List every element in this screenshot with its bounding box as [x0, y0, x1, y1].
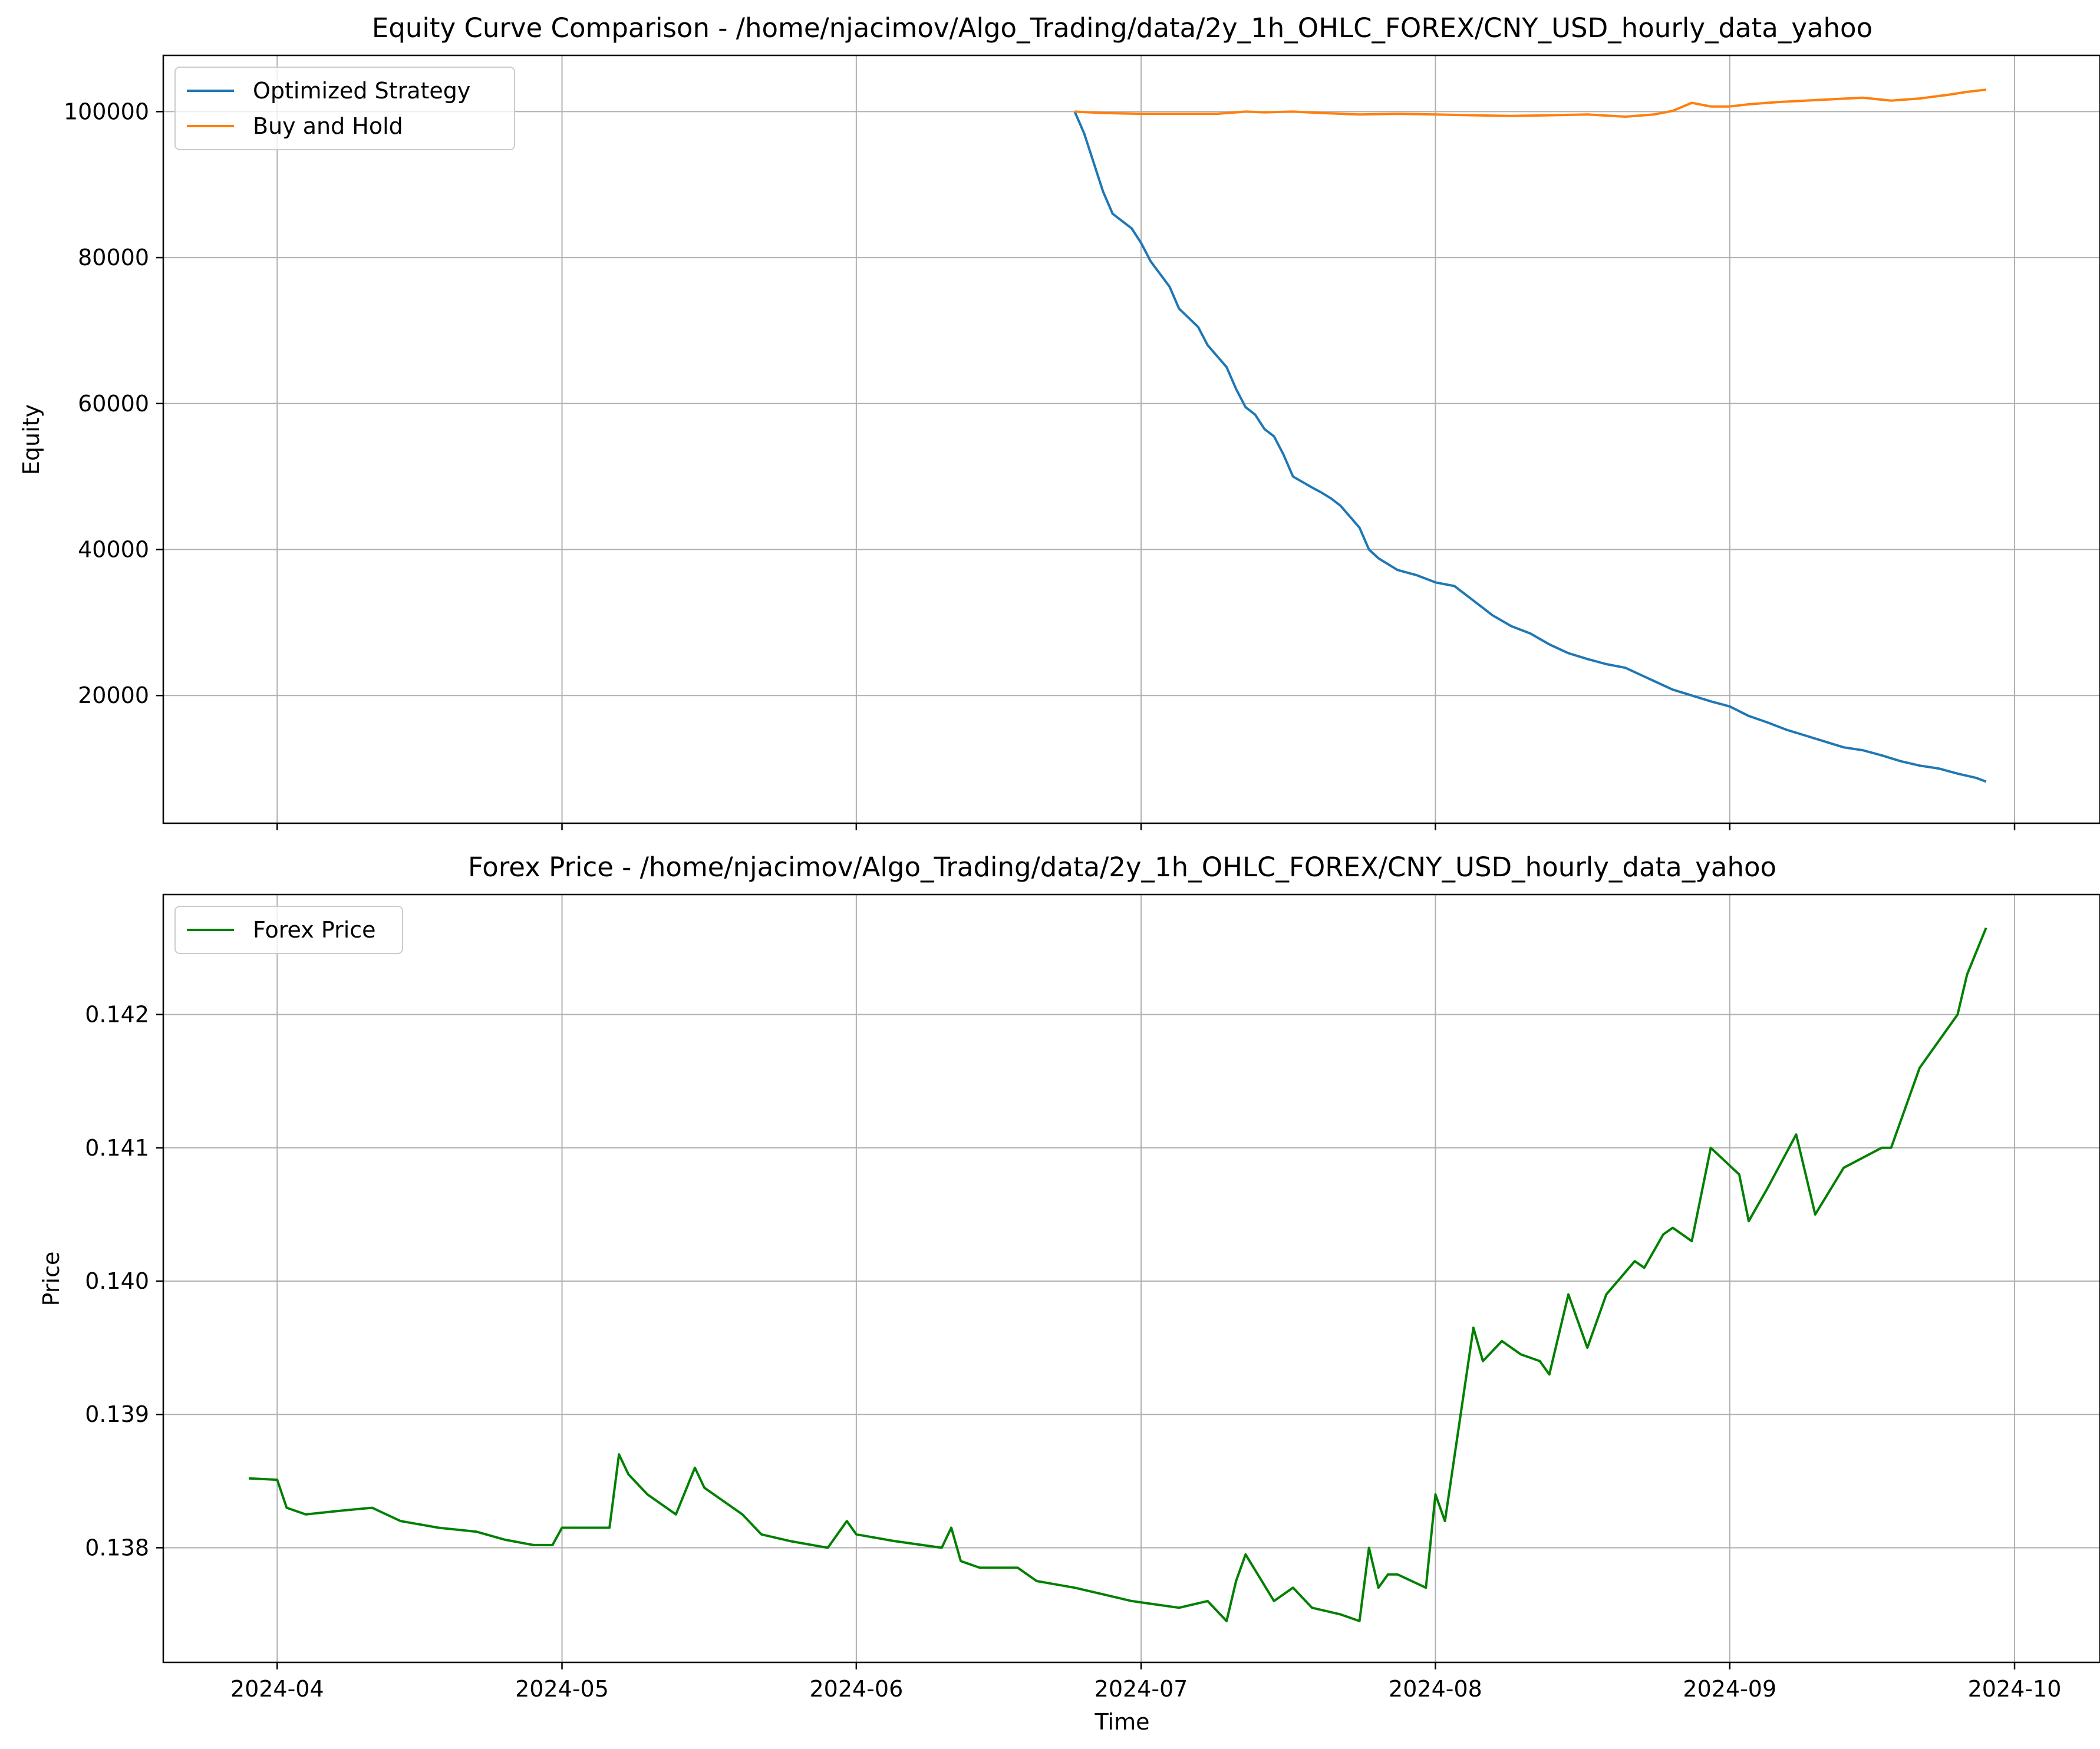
price-grid	[163, 895, 2100, 1662]
legend-label: Buy and Hold	[253, 113, 403, 139]
price-y-axis-label: Price	[38, 1252, 64, 1306]
y-tick-label: 0.142	[85, 1002, 149, 1028]
x-tick-label: 2024-10	[1968, 1676, 2062, 1702]
y-tick-label: 80000	[78, 245, 149, 270]
x-tick-label: 2024-05	[515, 1676, 609, 1702]
legend-box	[174, 906, 403, 954]
series-line	[1073, 111, 1987, 783]
legend-label: Optimized Strategy	[253, 78, 470, 104]
price-legend: Forex Price	[174, 906, 403, 954]
x-tick-label: 2024-04	[230, 1676, 324, 1702]
price-x-ticks: 2024-04 2024-05 2024-06 2024-07 2024-08 2024-…	[230, 1662, 2062, 1702]
series-line	[1074, 88, 1986, 118]
y-tick-label: 0.141	[85, 1135, 149, 1161]
equity-y-ticks: 20000 40000 60000 80000 100000	[64, 98, 163, 708]
price-x-axis-label: Time	[1094, 1709, 1150, 1735]
x-tick-label: 2024-06	[809, 1676, 903, 1702]
x-tick-label: 2024-09	[1683, 1676, 1776, 1702]
y-tick-label: 0.139	[85, 1401, 149, 1427]
series-line	[248, 927, 1987, 1622]
equity-y-axis-label: Equity	[18, 404, 44, 475]
equity-axes-frame	[162, 54, 2100, 824]
price-axes-frame	[162, 893, 2100, 1664]
equity-legend: Optimized Strategy Buy and Hold	[174, 67, 515, 150]
price-chart: Forex Price - /home/njacimov/Algo_Tradin…	[38, 852, 2100, 1735]
y-tick-label: 20000	[78, 682, 149, 708]
equity-chart-title: Equity Curve Comparison - /home/njacimov…	[372, 12, 1872, 44]
price-chart-title: Forex Price - /home/njacimov/Algo_Tradin…	[468, 852, 1776, 883]
y-tick-label: 0.138	[85, 1534, 149, 1560]
legend-box	[174, 67, 515, 150]
price-y-ticks: 0.138 0.139 0.140 0.141 0.142	[85, 1002, 163, 1560]
x-tick-label: 2024-07	[1094, 1676, 1188, 1702]
equity-lines	[1073, 88, 1987, 783]
y-tick-label: 40000	[78, 537, 149, 563]
equity-grid	[163, 55, 2100, 823]
y-tick-label: 100000	[64, 98, 149, 124]
y-tick-label: 60000	[78, 391, 149, 417]
equity-x-ticks	[276, 823, 2016, 830]
equity-chart: Equity Curve Comparison - /home/njacimov…	[18, 12, 2100, 830]
x-tick-label: 2024-08	[1389, 1676, 1482, 1702]
y-tick-label: 0.140	[85, 1268, 149, 1294]
price-lines	[248, 927, 1987, 1622]
legend-label: Forex Price	[253, 917, 376, 943]
